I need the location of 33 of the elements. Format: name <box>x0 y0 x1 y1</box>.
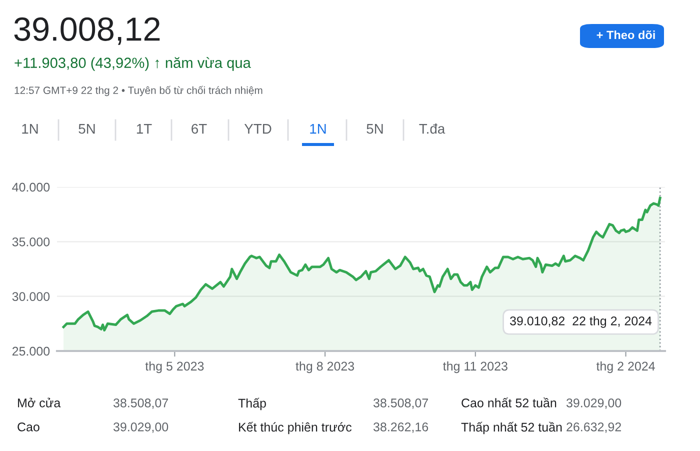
chart-title: 39.008,12 <box>14 17 160 45</box>
text: YTD <box>244 124 272 134</box>
x-tick-label: thg 2 2024 <box>596 361 655 374</box>
text: + Theo dõi <box>596 30 655 40</box>
text: Thấp nhất 52 tuần <box>461 422 562 434</box>
y-tick-label: 40.000 <box>12 182 50 192</box>
x-tick-label: thg 8 2023 <box>296 361 354 374</box>
text: Thấp <box>238 398 266 410</box>
text: 38.262,16 <box>373 422 428 433</box>
text: T.đa <box>419 124 446 134</box>
text: Mở cửa <box>18 398 61 408</box>
y-tick-label: 30.000 <box>12 292 50 301</box>
text: 1N <box>310 124 326 134</box>
text: Kết thúc phiên trước <box>239 422 352 434</box>
text: 39.029,00 <box>113 422 168 433</box>
text: 1T <box>136 124 152 134</box>
annotation: 39.010,82 22 thg 2, 2024 <box>510 316 652 328</box>
text: 5N <box>366 124 383 134</box>
text: 6T <box>192 124 207 134</box>
text: 1N <box>22 124 38 134</box>
text: Cao <box>18 422 40 432</box>
x-tick-label: thg 5 2023 <box>145 361 204 374</box>
y-tick-label: 35.000 <box>12 237 50 246</box>
text: 26.632,92 <box>566 422 621 433</box>
y-tick-label: 25.000 <box>12 346 50 356</box>
text: Cao nhất 52 tuần <box>462 398 556 408</box>
text: 38.508,07 <box>113 398 168 409</box>
text: 12:57 GMT+9 22 thg 2 • Tuyên bố từ chối trách nhiệm <box>14 86 262 96</box>
text: 39.029,00 <box>566 398 622 409</box>
text: 5N <box>78 124 95 134</box>
chart-subtitle: +11.903,80 (43,92%) ↑ năm vừa qua <box>14 57 251 71</box>
x-tick-label: thg 11 2023 <box>443 361 508 374</box>
text: 38.508,07 <box>373 398 428 409</box>
